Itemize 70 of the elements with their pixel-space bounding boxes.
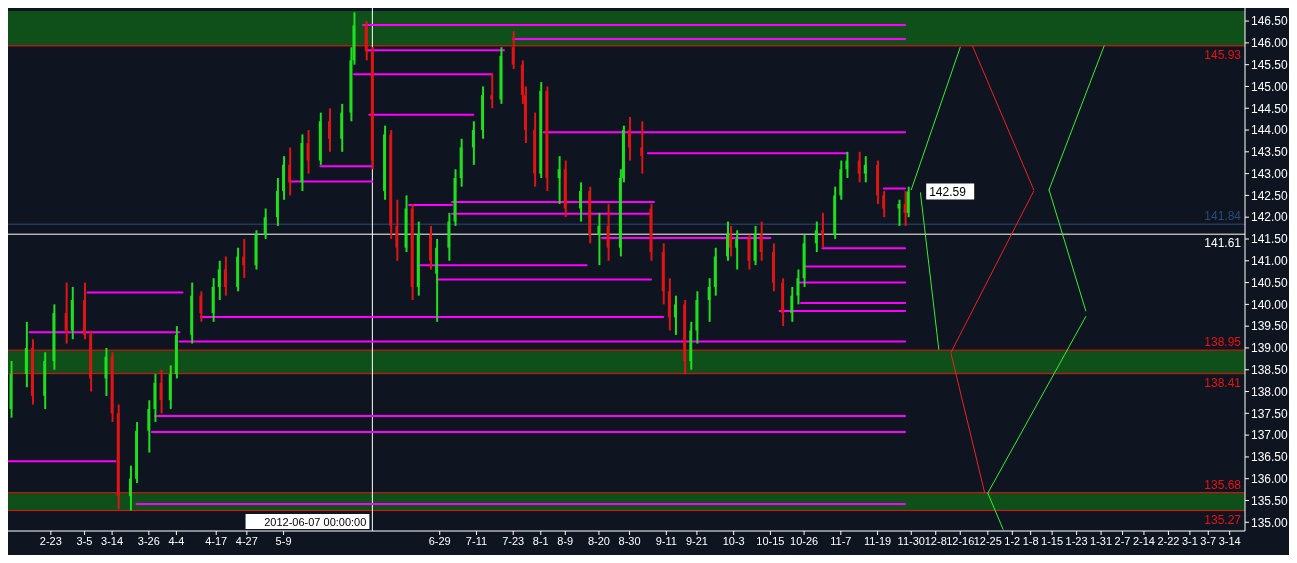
- y-tick-label: 137.00: [1251, 428, 1289, 443]
- y-tick-label: 138.00: [1251, 384, 1289, 399]
- x-tick-label: 2-23: [39, 534, 62, 547]
- x-tick-label: 12-8: [924, 534, 947, 547]
- x-tick-label: 11-30: [897, 534, 925, 547]
- x-tick-label: 5-9: [275, 534, 292, 547]
- x-tick-label: 1-8: [1022, 534, 1039, 547]
- y-tick-label: 143.50: [1251, 145, 1289, 160]
- y-tick-label: 142.50: [1251, 188, 1289, 203]
- x-tick-label: 6-29: [428, 534, 451, 547]
- x-tick-label: 2-22: [1157, 534, 1180, 547]
- annotation: 142.59: [929, 184, 967, 199]
- y-tick-label: 139.50: [1251, 319, 1289, 334]
- x-tick-label: 8-20: [587, 534, 610, 547]
- x-tick-label: 8-30: [618, 534, 641, 547]
- x-tick-label: 11-19: [863, 534, 892, 547]
- ref-line-label: 141.84: [1204, 209, 1242, 224]
- x-tick-label: 9-21: [685, 534, 708, 547]
- x-tick-label: 8-9: [557, 534, 574, 547]
- ref-line-label: 135.27: [1204, 512, 1242, 527]
- x-tick-label: 4-17: [205, 534, 228, 547]
- ref-line-label: 2012-06-07 00:00:00: [264, 516, 367, 528]
- x-tick-label: 2-7: [1114, 534, 1131, 547]
- x-tick-label: 1-2: [1004, 534, 1021, 547]
- y-tick-label: 144.50: [1251, 101, 1289, 116]
- y-tick-label: 137.50: [1251, 406, 1289, 421]
- y-tick-label: 141.50: [1251, 232, 1289, 247]
- x-tick-label: 12-25: [973, 534, 1002, 547]
- x-tick-label: 9-11: [655, 534, 677, 547]
- ref-line-label: 135.68: [1204, 477, 1242, 492]
- ref-line-label: 145.93: [1204, 47, 1242, 62]
- x-tick-label: 2-14: [1132, 534, 1155, 547]
- x-tick-label: 10-3: [722, 534, 745, 547]
- y-tick-label: 146.50: [1251, 14, 1289, 29]
- y-tick-label: 142.00: [1251, 210, 1289, 225]
- y-tick-label: 135.50: [1251, 493, 1289, 508]
- x-tick-label: 11-7: [830, 534, 852, 547]
- x-tick-label: 1-15: [1041, 534, 1064, 547]
- x-tick-label: 12-16: [946, 534, 975, 547]
- y-tick-label: 143.00: [1251, 166, 1289, 181]
- y-tick-label: 135.00: [1251, 515, 1289, 530]
- x-tick-label: 4-4: [168, 534, 185, 547]
- y-tick-label: 144.00: [1251, 123, 1289, 138]
- x-tick-label: 3-14: [101, 534, 124, 547]
- y-tick-label: 141.00: [1251, 254, 1289, 269]
- x-tick-label: 7-11: [465, 534, 488, 547]
- y-tick-label: 136.50: [1251, 450, 1289, 465]
- x-tick-label: 3-1: [1181, 534, 1198, 547]
- y-tick-label: 145.00: [1251, 79, 1289, 94]
- ref-line-label: 141.61: [1204, 236, 1242, 251]
- x-tick-label: 10-15: [756, 534, 785, 547]
- x-tick-label: 3-26: [137, 534, 160, 547]
- y-tick-label: 139.00: [1251, 341, 1289, 356]
- y-tick-label: 145.50: [1251, 57, 1289, 72]
- y-tick-label: 140.00: [1251, 297, 1289, 312]
- x-tick-label: 1-31: [1090, 534, 1113, 547]
- x-tick-label: 4-27: [235, 534, 258, 547]
- x-tick-label: 7-23: [502, 534, 525, 547]
- y-tick-label: 136.00: [1251, 471, 1289, 486]
- y-tick-label: 138.50: [1251, 363, 1289, 377]
- x-tick-label: 3-7: [1200, 534, 1217, 547]
- x-tick-label: 1-23: [1065, 534, 1088, 547]
- ref-line-label: 138.41: [1204, 375, 1242, 390]
- ref-line-label: 138.95: [1204, 335, 1242, 350]
- x-tick-label: 3-14: [1218, 534, 1241, 547]
- x-tick-label: 10-26: [790, 534, 819, 547]
- x-tick-label: 8-1: [532, 534, 549, 547]
- y-tick-label: 146.00: [1251, 36, 1289, 51]
- x-tick-label: 3-5: [76, 534, 93, 547]
- y-tick-label: 140.50: [1251, 275, 1289, 290]
